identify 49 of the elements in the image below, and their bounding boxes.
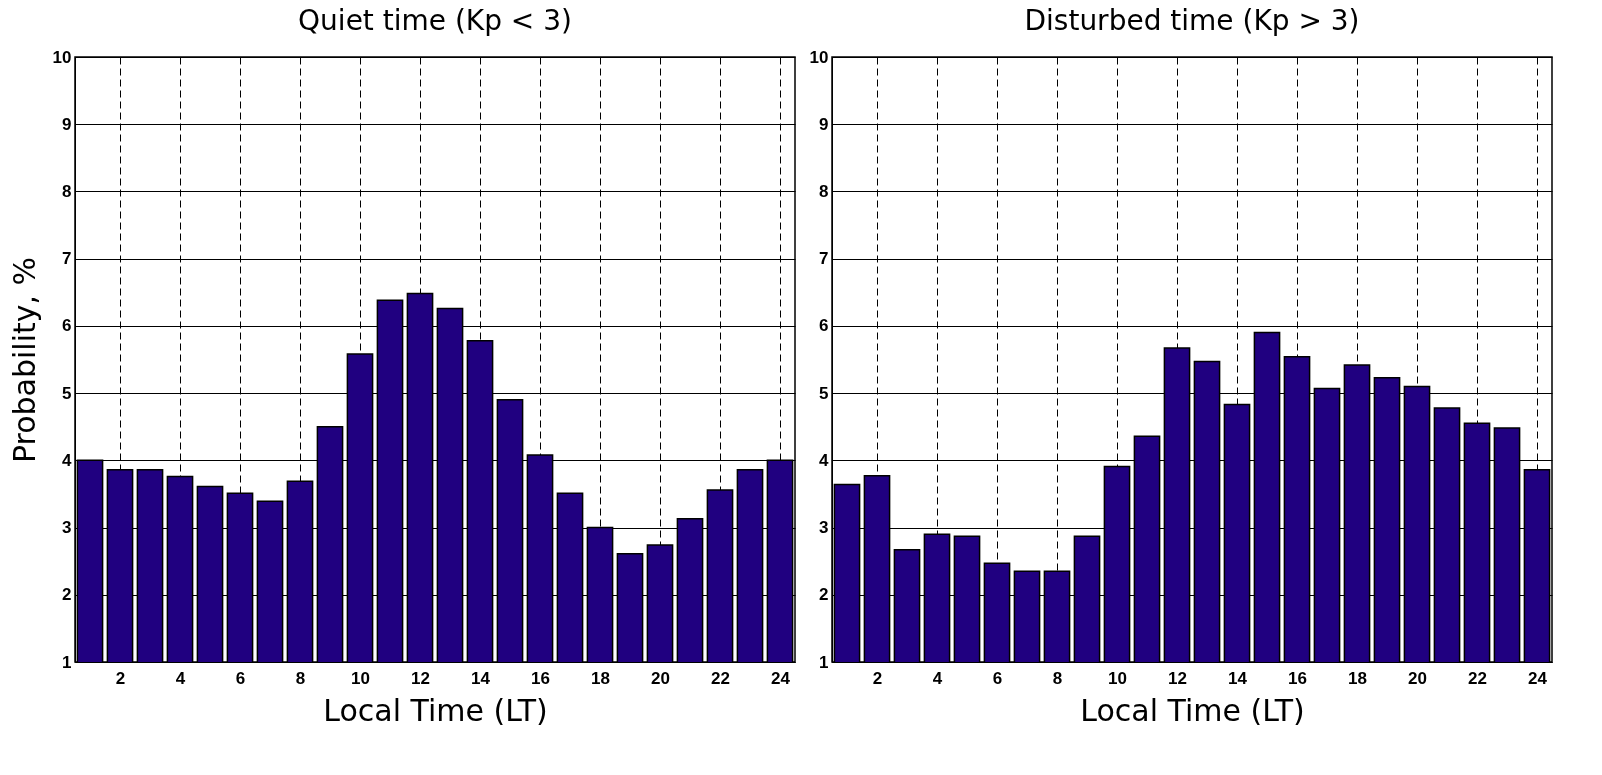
x-tick-label: 10: [1108, 668, 1127, 688]
x-tick-label: 16: [1288, 668, 1307, 688]
y-tick-label: 8: [62, 181, 72, 201]
x-axis-title: Local Time (LT): [1080, 692, 1305, 728]
y-tick-label: 5: [819, 383, 829, 403]
y-tick-label: 8: [819, 181, 829, 201]
y-tick-label: 2: [819, 585, 829, 605]
y-tick-label: 4: [62, 450, 73, 470]
y-tick-label: 10: [809, 47, 829, 67]
y-tick-label: 9: [62, 114, 72, 134]
x-axis-title: Local Time (LT): [323, 692, 548, 728]
x-tick-label: 8: [1052, 668, 1063, 688]
y-axis-title: Probability, %: [6, 256, 42, 464]
x-tick-label: 18: [591, 668, 610, 688]
y-tick-label: 10: [52, 47, 72, 67]
y-tick-label: 1: [62, 652, 72, 672]
x-tick-label: 18: [1348, 668, 1367, 688]
x-tick-label: 12: [1168, 668, 1187, 688]
y-tick-label: 7: [819, 249, 829, 269]
x-tick-label: 14: [471, 668, 491, 688]
y-tick-label: 5: [62, 383, 72, 403]
y-tick-label: 1: [819, 652, 829, 672]
x-tick-label: 8: [295, 668, 306, 688]
x-tick-label: 20: [651, 668, 670, 688]
x-tick-label: 10: [351, 668, 370, 688]
y-tick-label: 4: [819, 450, 830, 470]
x-tick-label: 4: [932, 668, 943, 688]
x-tick-label: 22: [1468, 668, 1487, 688]
chart-title: Quiet time (Kp < 3): [298, 4, 572, 37]
x-tick-label: 22: [711, 668, 730, 688]
y-tick-label: 2: [62, 585, 72, 605]
x-tick-label: 20: [1408, 668, 1427, 688]
x-tick-label: 4: [175, 668, 186, 688]
y-tick-label: 6: [62, 316, 72, 336]
x-tick-label: 14: [1228, 668, 1248, 688]
x-tick-label: 2: [872, 668, 883, 688]
x-tick-label: 16: [531, 668, 550, 688]
y-tick-label: 3: [819, 518, 829, 538]
y-tick-label: 6: [819, 316, 829, 336]
x-tick-label: 24: [771, 668, 791, 688]
x-tick-label: 6: [992, 668, 1003, 688]
x-tick-label: 2: [115, 668, 126, 688]
x-tick-label: 6: [235, 668, 246, 688]
x-tick-label: 12: [411, 668, 430, 688]
chart-title: Disturbed time (Kp > 3): [1024, 4, 1360, 37]
y-tick-label: 9: [819, 114, 829, 134]
x-tick-label: 24: [1528, 668, 1548, 688]
y-tick-label: 3: [62, 518, 72, 538]
y-tick-label: 7: [62, 249, 72, 269]
